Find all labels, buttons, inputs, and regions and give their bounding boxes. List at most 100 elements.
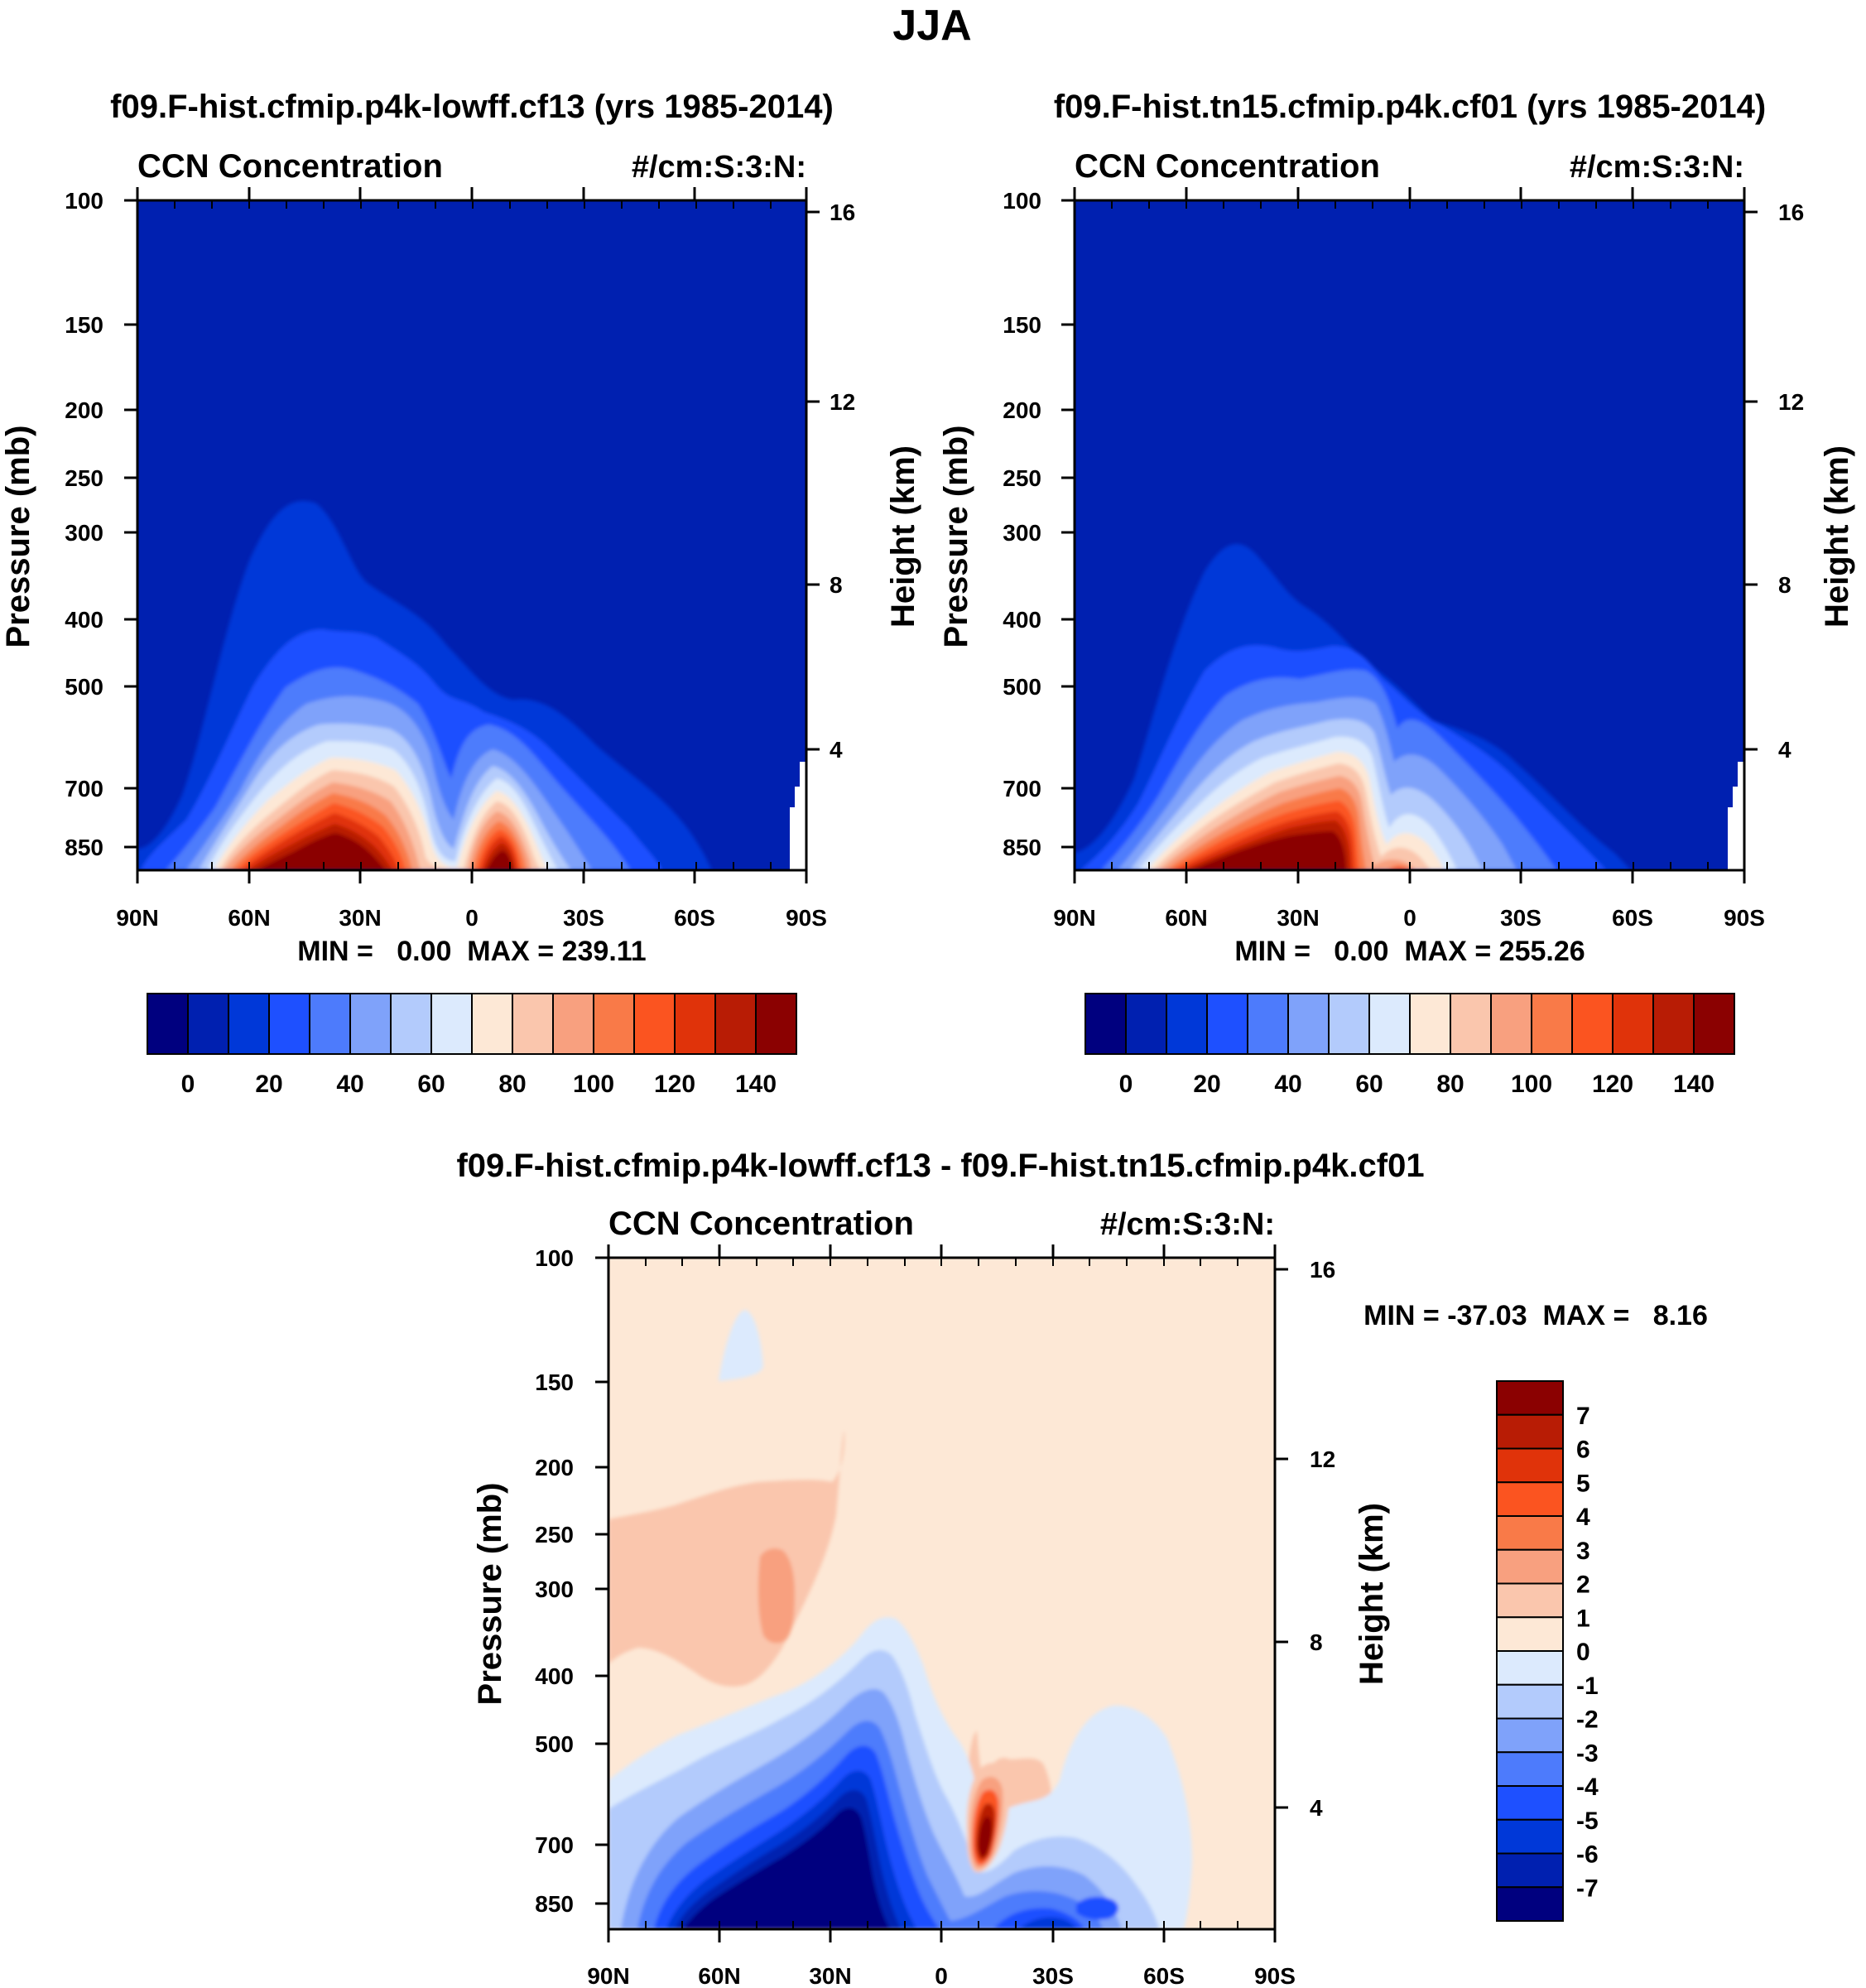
panel-1-y-tick-label: 150 (65, 312, 103, 338)
panel-3-y-tick-label: 850 (535, 1891, 574, 1917)
panel-2-y-axis-title: Pressure (mb) (938, 426, 974, 648)
panel-2: f09.F-hist.tn15.cfmip.p4k.cf01 (yrs 1985… (938, 89, 1855, 1098)
colorbar-label: 100 (1511, 1071, 1552, 1098)
panel-3-y-tick-label: 500 (535, 1731, 574, 1757)
panel-2-y-tick-label: 250 (1003, 465, 1041, 491)
panel-1-contour-level-14 (257, 833, 512, 870)
colorbar-box (1496, 1852, 1564, 1889)
panel-2-x-tick-label: 90S (1724, 905, 1765, 931)
colorbar-label: -6 (1576, 1841, 1599, 1869)
panel-2-y2-tick-label: 12 (1778, 389, 1804, 415)
panel-3-x-tick-label: 90S (1254, 1963, 1296, 1988)
colorbar-label: 60 (1355, 1071, 1383, 1098)
colorbar-box (228, 993, 270, 1055)
panel-1-y-tick-label: 200 (65, 397, 103, 423)
panel-3-y-tick-label: 300 (535, 1576, 574, 1602)
colorbar-label: 80 (498, 1071, 526, 1098)
panel-2-left-label: CCN Concentration (1075, 148, 1380, 185)
colorbar-box (633, 993, 676, 1055)
colorbar-label: 40 (336, 1071, 363, 1098)
panel-1-y-axis-title: Pressure (mb) (0, 426, 36, 648)
panel-2-missing-data-region (1728, 762, 1744, 870)
panel-3-y-tick-label: 250 (535, 1522, 574, 1548)
colorbar-label: -4 (1576, 1774, 1599, 1801)
page-title: JJA (892, 2, 971, 50)
panel-3-y-tick-label: 700 (535, 1832, 574, 1858)
panel-2-y2-tick-label: 16 (1778, 200, 1804, 225)
colorbar-box (714, 993, 757, 1055)
panel-1-x-tick-label: 30N (339, 905, 381, 931)
panel-2-colorbar: 0 20 40 60 80 100 120 140 (1084, 993, 1735, 1098)
panel-1-x-tick-label: 90S (786, 905, 827, 931)
panel-3-y-tick-label: 400 (535, 1663, 574, 1689)
panel-2-y-tick-label: 400 (1003, 607, 1041, 633)
panel-1-title: f09.F-hist.cfmip.p4k-lowff.cf13 (yrs 198… (110, 89, 834, 125)
colorbar-box (268, 993, 310, 1055)
panel-2-title: f09.F-hist.tn15.cfmip.p4k.cf01 (yrs 1985… (1054, 89, 1766, 125)
panel-2-x-tick-label: 30S (1500, 905, 1541, 931)
colorbar-label: 120 (1592, 1071, 1633, 1098)
panel-1-y-tick-label: 250 (65, 465, 103, 491)
colorbar-label: 120 (654, 1071, 695, 1098)
panel-3-y2-tick-label: 16 (1310, 1257, 1335, 1283)
colorbar-box (1693, 993, 1735, 1055)
panel-1-y-tick-label: 500 (65, 674, 103, 700)
colorbar-box (1084, 993, 1127, 1055)
panel-3-x-tick-label: 30S (1032, 1963, 1074, 1988)
panel-3-colorbar: 7 6 5 4 3 2 1 0 -1 -2 -3 -4 -5 -6 -7 (1496, 1380, 1599, 1922)
panel-1-y2-tick-label: 4 (830, 737, 843, 763)
colorbar-box (349, 993, 392, 1055)
panel-1-x-tick-label: 90N (116, 905, 158, 931)
panel-3-x-tick-label: 60N (698, 1963, 740, 1988)
colorbar-box (1490, 993, 1532, 1055)
panel-1-x-axis: 90N 60N 30N 0 30S 60S 90S (116, 187, 827, 931)
colorbar-box (1206, 993, 1248, 1055)
panel-1-y2-tick-label: 8 (830, 572, 843, 598)
panel-1-left-label: CCN Concentration (137, 148, 443, 185)
panel-3-y2-axis-title: Height (km) (1354, 1503, 1390, 1685)
panel-2-contour-level-14 (1190, 831, 1346, 870)
panel-2-y-tick-label: 150 (1003, 312, 1041, 338)
colorbar-label: 140 (1673, 1071, 1715, 1098)
colorbar-box (1166, 993, 1208, 1055)
colorbar-box (1496, 1515, 1564, 1551)
panel-3: f09.F-hist.cfmip.p4k-lowff.cf13 - f09.F-… (456, 1148, 1707, 1988)
panel-2-contour-field (1075, 200, 1744, 870)
colorbar-box (1496, 1717, 1564, 1754)
panel-3-y-tick-label: 200 (535, 1455, 574, 1480)
panel-2-y2-axis: 16 12 8 4 Height (km) (1744, 200, 1855, 763)
colorbar-label: 40 (1274, 1071, 1301, 1098)
panel-3-x-tick-label: 90N (587, 1963, 629, 1988)
panel-3-x-tick-label: 0 (935, 1963, 948, 1988)
colorbar-box (1368, 993, 1411, 1055)
panel-3-min-max-stats: MIN = -37.03 MAX = 8.16 (1363, 1300, 1708, 1331)
panel-2-min-max-stats: MIN = 0.00 MAX = 255.26 (1234, 936, 1585, 967)
panel-1: f09.F-hist.cfmip.p4k-lowff.cf13 (yrs 198… (0, 89, 921, 1098)
panel-3-left-label: CCN Concentration (608, 1206, 914, 1242)
panel-3-y2-tick-label: 8 (1310, 1629, 1323, 1655)
colorbar-box (552, 993, 594, 1055)
colorbar-box (593, 993, 635, 1055)
panel-2-y-tick-label: 100 (1003, 188, 1041, 214)
panel-2-y2-tick-label: 8 (1778, 572, 1791, 598)
panel-3-y-tick-label: 100 (535, 1245, 574, 1271)
colorbar-label: 2 (1576, 1572, 1590, 1599)
colorbar-label: 60 (417, 1071, 445, 1098)
panel-1-y2-axis: 16 12 8 4 Height (km) (806, 200, 921, 763)
colorbar-label: 4 (1576, 1504, 1590, 1531)
colorbar-box (1409, 993, 1451, 1055)
panel-3-contour-field (608, 1258, 1275, 1929)
panel-3-negative-level-7 (683, 1807, 890, 1929)
colorbar-label: -2 (1576, 1706, 1599, 1734)
panel-1-y-axis: 100 150 200 250 300 400 500 700 850 Pres… (0, 188, 137, 860)
panel-2-x-tick-label: 0 (1403, 905, 1416, 931)
colorbar-label: 5 (1576, 1470, 1590, 1497)
panel-2-y-tick-label: 700 (1003, 776, 1041, 801)
panel-2-y-tick-label: 850 (1003, 835, 1041, 860)
panel-2-x-tick-label: 60N (1165, 905, 1207, 931)
colorbar-label: 1 (1576, 1605, 1590, 1632)
panel-3-y2-tick-label: 12 (1310, 1446, 1335, 1472)
panel-3-title: f09.F-hist.cfmip.p4k-lowff.cf13 - f09.F-… (456, 1148, 1424, 1184)
colorbar-box (1287, 993, 1330, 1055)
panel-2-units-label: #/cm:S:3:N: (1570, 150, 1744, 185)
